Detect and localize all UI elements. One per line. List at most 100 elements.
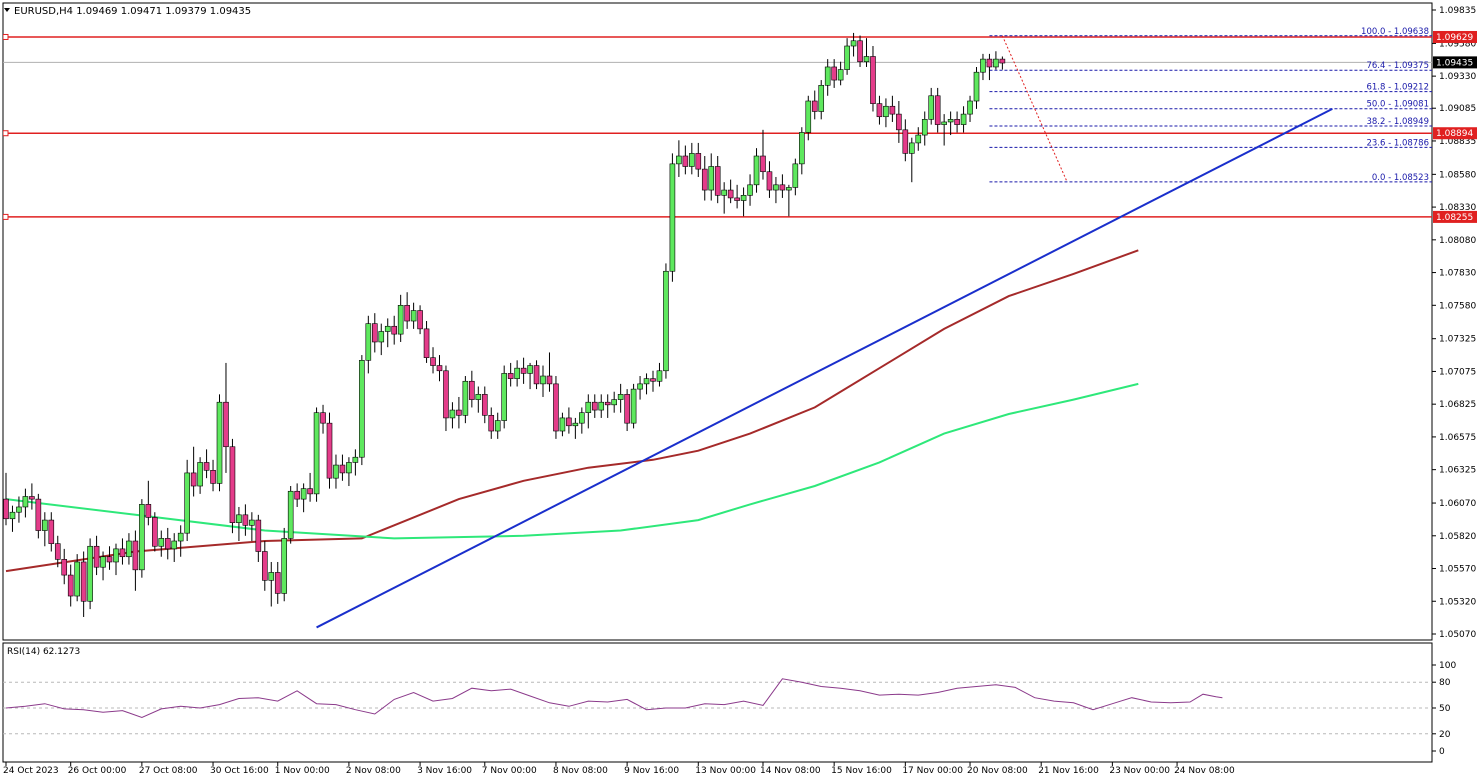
rsi-pane: 100 80 50 20 0 [2, 642, 1456, 763]
x-tick-label: 7 Nov 00:00 [482, 766, 537, 776]
candle-bull [941, 121, 947, 125]
candle-bull [689, 153, 695, 167]
candle-bull [113, 548, 119, 563]
candle-bear [93, 545, 100, 568]
x-tick-label: 21 Nov 16:00 [1038, 766, 1099, 776]
candle-bull [786, 187, 792, 191]
y-tick-label: 1.06070 [1439, 499, 1476, 509]
price-pane-frame [2, 2, 1433, 641]
candle-bull [663, 270, 669, 372]
candle-bear [831, 66, 837, 81]
fibonacci-level-label: 61.8 - 1.09212 [1366, 83, 1429, 93]
candle-bear [999, 58, 1006, 64]
candle-bull [300, 488, 307, 500]
candle-bull [980, 58, 986, 73]
price-plot-area: 100.0 - 1.09638 76.4 - 1.09375 61.8 - 1.09… [3, 27, 1432, 629]
candle-bear [29, 496, 35, 500]
candle-bull [333, 464, 339, 479]
candle-bear [391, 325, 398, 335]
candle-bull [501, 373, 507, 421]
x-tick-label: 17 Nov 00:00 [902, 766, 963, 776]
candle-bull [805, 100, 812, 133]
candle-bear [902, 129, 909, 154]
y-tick-label: 1.05820 [1439, 532, 1476, 542]
candle-bear [624, 394, 630, 424]
candle-bull [799, 132, 805, 165]
candle-bull [579, 412, 585, 424]
candle-bull [158, 538, 165, 547]
candle-bear [3, 498, 9, 520]
candle-bear [307, 488, 313, 495]
candle-bear [67, 574, 74, 597]
candle-bear [261, 551, 268, 581]
candle-bull [22, 496, 29, 508]
rsi-tick-label: 80 [1439, 678, 1451, 688]
candle-bear [242, 514, 249, 526]
x-tick-label: 13 Nov 00:00 [695, 766, 756, 776]
candle-bull [559, 417, 566, 432]
candle-bear [650, 378, 656, 382]
candle-bull [753, 155, 760, 186]
candle-bull [384, 325, 391, 332]
candle-bear [695, 153, 702, 170]
candle-bear [604, 401, 611, 406]
candle-bear [566, 417, 572, 427]
candle-bull [611, 399, 617, 406]
candle-bull [236, 514, 242, 523]
candle-bull [397, 305, 404, 335]
candle-bull [42, 519, 48, 531]
x-tick-label: 9 Nov 16:00 [624, 766, 679, 776]
x-tick-label: 30 Oct 16:00 [210, 766, 269, 776]
y-tick-label: 1.09085 [1439, 104, 1476, 114]
candle-bull [630, 388, 637, 424]
candle-bear [896, 113, 902, 131]
candle-bull [656, 370, 663, 382]
candle-bear [934, 95, 941, 125]
rsi-tick-label: 100 [1439, 661, 1456, 671]
candle-bear [779, 184, 786, 191]
price-level-tag-label: 1.08255 [1436, 213, 1473, 223]
candle-bear [682, 155, 689, 167]
candle-bear [145, 504, 152, 518]
moving-average-line-1 [5, 249, 1139, 573]
x-tick-label: 20 Nov 08:00 [967, 766, 1028, 776]
candle-bear [119, 548, 126, 558]
y-tick-label: 1.05070 [1439, 630, 1476, 640]
candle-bull [572, 422, 579, 427]
candle-bull [837, 69, 844, 81]
candle-bull [967, 100, 973, 115]
candle-bear [423, 328, 430, 358]
candle-bear [164, 538, 171, 550]
candle-bull [139, 504, 145, 571]
x-tick-label: 15 Nov 16:00 [831, 766, 892, 776]
y-tick-label: 1.09580 [1439, 39, 1476, 49]
candle-bear [190, 472, 197, 487]
candle-bear [294, 490, 300, 500]
candle-bull [268, 572, 275, 581]
candle-bull [721, 189, 727, 196]
price-level-tag [1433, 30, 1477, 43]
fibonacci-level-label: 76.4 - 1.09375 [1366, 61, 1429, 71]
x-tick-label: 27 Oct 08:00 [139, 766, 198, 776]
candle-bull [883, 105, 889, 118]
dropdown-arrow-icon[interactable] [4, 8, 10, 12]
candle-bear [811, 100, 818, 112]
candle-bull [792, 163, 799, 188]
fibonacci-anchor-line [1001, 35, 1068, 183]
candle-bull [960, 113, 967, 125]
price-level-tag [1433, 127, 1477, 140]
candle-bull [844, 45, 850, 70]
candle-bull [494, 420, 501, 432]
candle-bear [229, 446, 236, 523]
y-tick-label: 1.09330 [1439, 72, 1476, 82]
candle-bull [449, 409, 456, 419]
candle-bear [417, 310, 423, 330]
candle-bull [359, 360, 365, 458]
candle-bear [61, 559, 68, 576]
candle-bull [346, 462, 352, 474]
candle-bull [87, 545, 93, 602]
candle-bull [915, 134, 922, 144]
candle-bull [669, 163, 676, 272]
y-tick-label: 1.07325 [1439, 335, 1476, 345]
candle-bull [824, 66, 831, 86]
